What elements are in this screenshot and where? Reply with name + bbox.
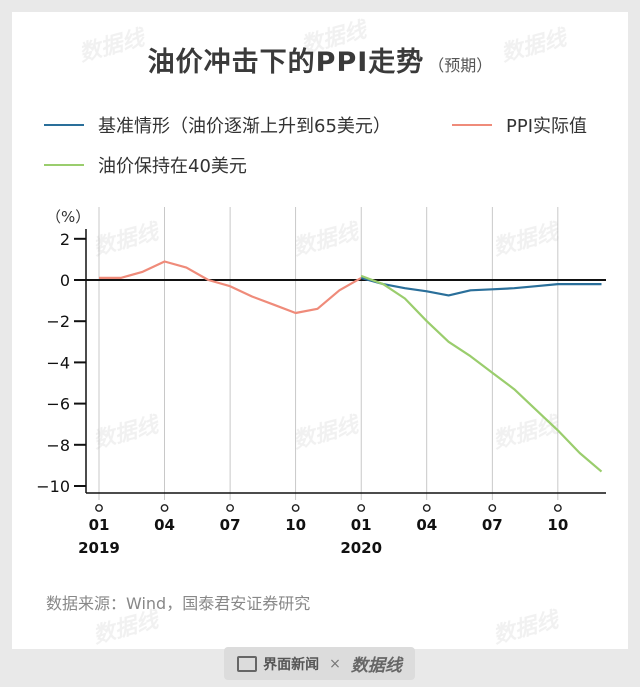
x-tick-marker: [422, 504, 431, 512]
x-tick-label: 07: [220, 516, 241, 534]
footer-brand-bar: 界面新闻 × 数据线: [224, 647, 415, 680]
x-tick-marker: [160, 504, 169, 512]
legend-label-baseline: 基准情形（油价逐渐上升到65美元）: [98, 116, 391, 137]
footer-separator: ×: [329, 655, 341, 672]
y-tick-label: 2: [60, 230, 70, 249]
y-tick-label: −2: [46, 312, 70, 331]
x-tick-label: 01: [89, 516, 110, 534]
x-tick-marker: [488, 504, 497, 512]
x-tick-label: 10: [285, 516, 306, 534]
x-tick-marker: [95, 504, 103, 512]
footer-brand-1: 界面新闻: [263, 656, 320, 673]
footer-brand-2: 数据线: [350, 656, 402, 676]
x-tick-marker: [553, 504, 562, 512]
news-logo-icon: [237, 655, 258, 672]
legend-label-oil40: 油价保持在40美元: [98, 156, 247, 177]
legend-label-ppi: PPI实际值: [506, 116, 588, 137]
x-year-label: 2020: [340, 539, 382, 557]
series-line-oil40: [360, 274, 603, 473]
series-line-baseline: [360, 276, 602, 297]
x-tick-label: 04: [416, 516, 437, 534]
legend-swatch-ppi: [452, 124, 492, 126]
x-tick-marker: [291, 504, 300, 512]
x-tick-label: 07: [482, 516, 503, 534]
legend-item-ppi: PPI实际值: [452, 112, 587, 138]
y-tick-label: −10: [36, 477, 70, 496]
chart-title: 油价冲击下的PPI走势: [147, 47, 425, 78]
y-tick-label: −4: [46, 353, 70, 372]
x-tick-label: 01: [351, 516, 372, 534]
legend-item-oil40: 油价保持在40美元: [44, 152, 247, 178]
x-tick-label: 10: [547, 516, 568, 534]
legend-swatch-oil40: [44, 164, 84, 166]
chart-card: [12, 12, 628, 649]
x-year-label: 2019: [78, 539, 120, 557]
x-tick-label: 04: [154, 516, 175, 534]
x-tick-marker: [357, 504, 366, 512]
y-tick-label: −6: [46, 395, 70, 414]
x-tick-marker: [226, 504, 235, 512]
title-row: 油价冲击下的PPI走势 （预期）: [0, 40, 640, 79]
legend-swatch-baseline: [44, 124, 84, 126]
y-tick-label: 0: [60, 271, 70, 290]
series-line-ppi: [99, 260, 362, 315]
y-tick-label: −8: [46, 436, 70, 455]
legend-item-baseline: 基准情形（油价逐渐上升到65美元）: [44, 112, 391, 138]
y-axis-unit: （%）: [46, 208, 90, 226]
source-note: 数据来源：Wind，国泰君安证券研究: [46, 594, 311, 613]
chart-subtitle: （预期）: [428, 56, 493, 75]
